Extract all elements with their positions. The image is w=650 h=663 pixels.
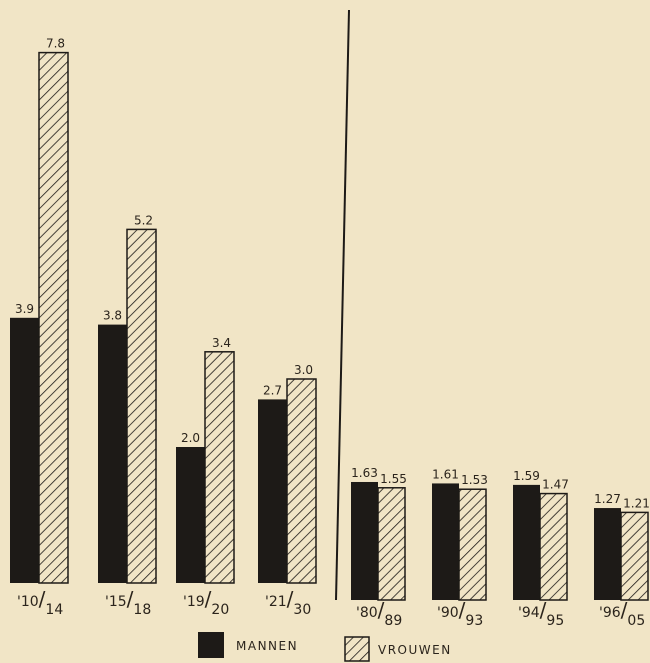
right-bar-mannen-1 [432,483,459,600]
left-value-label-vrouwen: 3.4 [212,336,231,350]
right-value-label-mannen: 1.27 [594,492,621,506]
right-tick-label: '96/05 [599,598,645,629]
right-value-label-vrouwen: 1.47 [542,478,569,492]
right-bar-vrouwen-1 [458,488,487,601]
left-bar-vrouwen-3 [286,378,317,584]
left-tick-label: '10/14 [17,587,63,618]
left-value-label-mannen: 2.7 [263,383,282,397]
legend: MANNEN VROUWEN [198,632,452,662]
right-value-label-mannen: 1.59 [513,469,540,483]
group-divider-line [335,9,350,601]
right-bar-mannen-2 [513,484,540,600]
legend-label-vrouwen: VROUWEN [378,643,452,657]
left-bar-mannen-1 [98,324,127,583]
left-value-label-mannen: 2.0 [181,431,200,445]
right-tick-label: '90/93 [437,598,483,629]
right-tick-label: '94/95 [518,598,564,629]
bars-layer [10,51,649,601]
legend-swatch-mannen [198,632,224,658]
left-value-label-mannen: 3.9 [15,302,34,316]
left-bar-mannen-2 [176,447,205,583]
right-value-label-vrouwen: 1.53 [461,473,488,487]
left-bar-mannen-0 [10,317,39,583]
left-tick-label: '19/20 [183,587,229,618]
right-bar-vrouwen-2 [539,492,568,601]
right-value-label-vrouwen: 1.55 [380,472,407,486]
left-value-label-vrouwen: 7.8 [46,37,65,51]
right-value-label-mannen: 1.63 [351,466,378,480]
right-bar-mannen-0 [351,481,378,600]
right-bar-vrouwen-0 [377,487,406,601]
right-bar-vrouwen-3 [620,511,649,601]
left-value-label-vrouwen: 3.0 [294,363,313,377]
right-bar-mannen-3 [594,508,621,600]
left-value-label-mannen: 3.8 [103,309,122,323]
right-value-label-vrouwen: 1.21 [623,496,650,510]
left-bar-mannen-3 [258,399,287,583]
legend-label-mannen: MANNEN [236,639,298,653]
left-value-label-vrouwen: 5.2 [134,213,153,227]
left-bar-vrouwen-1 [126,228,157,584]
legend-swatch-vrouwen [344,636,370,662]
left-bar-vrouwen-0 [38,51,69,584]
left-tick-label: '21/30 [265,587,311,618]
left-bar-vrouwen-2 [204,351,235,584]
right-tick-label: '80/89 [356,598,402,629]
right-value-label-mannen: 1.61 [432,467,459,481]
left-tick-label: '15/18 [105,587,151,618]
labels-layer: 3.9 7.8 '10/14 3.8 5.2 '15/18 2.0 3.4 '19/20 2.7 3… [15,37,650,629]
